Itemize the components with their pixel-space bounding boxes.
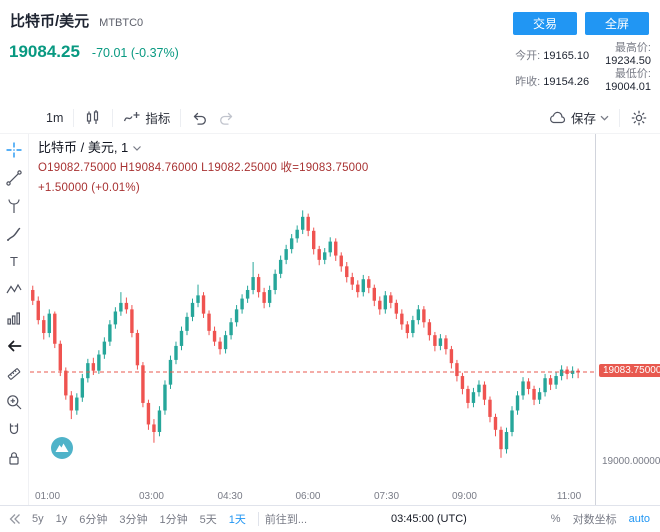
range-button-5y[interactable]: 5y xyxy=(32,513,44,525)
x-axis-label: 09:00 xyxy=(451,491,477,502)
x-axis-label: 01:00 xyxy=(34,491,61,502)
range-button-5天[interactable]: 5天 xyxy=(199,514,217,526)
symbol-code: MTBTC0 xyxy=(99,17,144,29)
last-price-badge: 19083.75000 xyxy=(599,364,660,377)
lock-tool-icon[interactable] xyxy=(1,444,27,472)
stat-low-label: 最低价: xyxy=(614,68,651,80)
chevron-down-icon xyxy=(600,115,609,121)
log-scale-button[interactable]: 对数坐标 xyxy=(572,514,617,526)
forecast-tool-icon[interactable] xyxy=(1,304,27,332)
x-axis-label: 03:00 xyxy=(138,491,164,502)
auto-scale-button[interactable]: auto xyxy=(628,513,650,525)
range-buttons: 5y 1y 6分钟 3分钟 1分钟 5天 1天 xyxy=(26,511,252,527)
clock[interactable]: 03:45:00 (UTC) xyxy=(391,513,467,525)
settings-gear-icon[interactable] xyxy=(630,109,648,127)
stat-open: 今开: 19165.10 xyxy=(515,50,590,62)
range-button-1y[interactable]: 1y xyxy=(55,513,68,525)
pattern-tool-icon[interactable] xyxy=(1,276,27,304)
redo-icon[interactable] xyxy=(217,109,235,127)
header: 比特币/美元 MTBTC0 交易 全屏 19084.25 -70.01 (-0.… xyxy=(0,0,660,100)
range-button-6分钟[interactable]: 6分钟 xyxy=(79,514,108,526)
x-axis-label: 11:00 xyxy=(556,491,582,502)
text-tool-icon[interactable]: T xyxy=(1,248,27,276)
arrow-tool-icon[interactable] xyxy=(1,332,27,360)
last-price: 19084.25 xyxy=(9,42,80,61)
range-button-1分钟[interactable]: 1分钟 xyxy=(159,514,188,526)
go-to-date-button[interactable]: 前往到... xyxy=(264,514,308,526)
x-axis-label: 04:30 xyxy=(217,491,243,502)
stat-low-value: 19004.01 xyxy=(605,81,651,93)
candle-style-icon[interactable] xyxy=(84,109,102,127)
stat-high-value: 19234.50 xyxy=(605,55,651,67)
cloud-icon xyxy=(548,109,567,127)
stat-high-label: 最高价: xyxy=(614,42,651,54)
percent-scale-button[interactable]: % xyxy=(550,513,561,525)
save-button[interactable]: 保存 xyxy=(548,108,609,127)
symbol-title: 比特币/美元 xyxy=(10,13,90,30)
price-axis[interactable]: 19083.75000 19000.00000 xyxy=(595,134,660,505)
zoom-in-tool-icon[interactable] xyxy=(1,388,27,416)
time-axis[interactable]: 01:00 03:00 04:30 06:00 07:30 09:00 11:00 xyxy=(30,489,595,505)
trade-button[interactable]: 交易 xyxy=(512,12,577,35)
price-row: 19084.25 -70.01 (-0.37%) xyxy=(9,42,179,62)
drawing-toolbar: T xyxy=(0,134,29,505)
candlestick-chart[interactable]: 比特币 / 美元, 1 O19082.75000 H19084.76000 L1… xyxy=(30,134,595,489)
x-axis-label: 07:30 xyxy=(373,491,400,502)
interval-button[interactable]: 1m xyxy=(46,110,64,125)
collapse-toolbar-icon[interactable] xyxy=(6,511,22,527)
stat-prev-close: 昨收: 19154.26 xyxy=(515,76,590,88)
provider-logo-icon xyxy=(50,436,74,460)
range-button-1天[interactable]: 1天 xyxy=(228,514,246,526)
fullscreen-button[interactable]: 全屏 xyxy=(584,12,649,35)
price-change: -70.01 (-0.37%) xyxy=(91,46,179,60)
range-button-3分钟[interactable]: 3分钟 xyxy=(119,514,148,526)
indicators-button[interactable]: 指标 xyxy=(123,108,170,127)
ruler-tool-icon[interactable] xyxy=(1,360,27,388)
svg-text:T: T xyxy=(10,254,18,269)
chart-toolbar: 1m 指标 xyxy=(0,102,660,134)
magnet-tool-icon[interactable] xyxy=(1,416,27,444)
undo-icon[interactable] xyxy=(191,109,209,127)
x-axis-label: 06:00 xyxy=(295,491,321,502)
symbol-title-row: 比特币/美元 MTBTC0 xyxy=(10,10,143,31)
pitchfork-tool-icon[interactable] xyxy=(1,192,27,220)
trend-line-tool-icon[interactable] xyxy=(1,164,27,192)
candles-plot xyxy=(30,210,595,458)
indicator-icon xyxy=(123,109,141,127)
y-axis-label: 19000.00000 xyxy=(602,456,660,468)
brush-tool-icon[interactable] xyxy=(1,220,27,248)
bottom-bar: 5y 1y 6分钟 3分钟 1分钟 5天 1天 前往到... 03:45:00 (UTC) … xyxy=(0,505,660,532)
crosshair-tool-icon[interactable] xyxy=(1,136,27,164)
day-stats: 今开: 19165.10 昨收: 19154.26 最高价: 19234.50 … xyxy=(515,42,651,94)
